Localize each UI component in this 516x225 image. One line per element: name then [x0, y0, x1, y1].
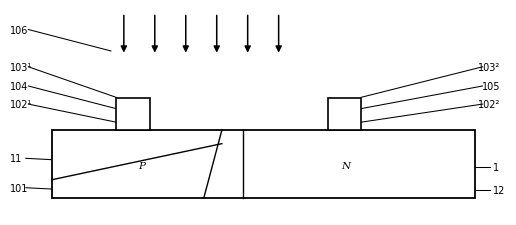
Text: 101: 101 — [10, 183, 29, 193]
Bar — [52, 130, 475, 198]
Text: 12: 12 — [493, 185, 505, 195]
Text: 1: 1 — [493, 163, 499, 173]
Text: 106: 106 — [10, 25, 29, 35]
Text: 11: 11 — [10, 154, 23, 164]
Text: 104: 104 — [10, 82, 29, 92]
Text: 102¹: 102¹ — [10, 100, 33, 110]
Text: 102²: 102² — [478, 100, 501, 110]
Text: 103²: 103² — [478, 63, 501, 72]
Text: 103¹: 103¹ — [10, 63, 33, 72]
Text: P: P — [138, 161, 146, 170]
Bar — [328, 99, 361, 130]
Bar — [116, 99, 150, 130]
Text: 105: 105 — [482, 82, 501, 92]
Text: N: N — [341, 161, 350, 170]
